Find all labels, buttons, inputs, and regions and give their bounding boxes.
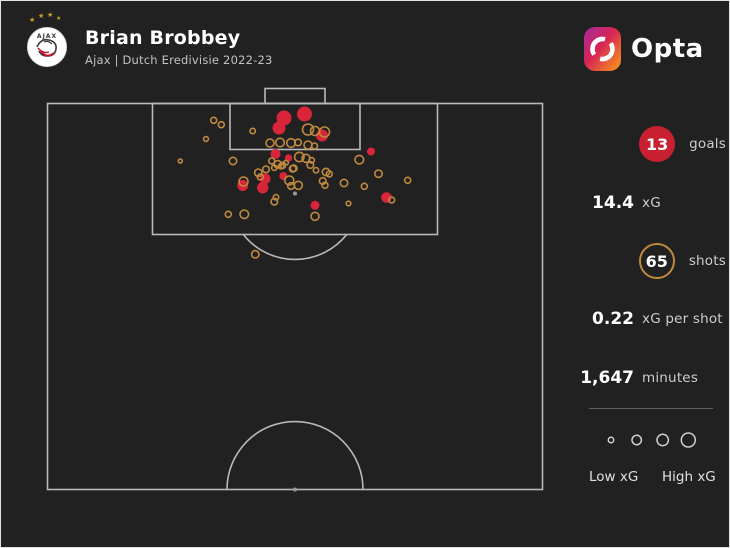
svg-text:★: ★ bbox=[47, 11, 53, 19]
legend-size-circle bbox=[631, 434, 643, 446]
xg-value: 14.4 bbox=[592, 193, 634, 213]
ajax-club-logo: ★ ★ ★ ★ AJAX bbox=[27, 11, 67, 67]
opta-logo-text: Opta bbox=[631, 34, 704, 64]
centre-spot bbox=[293, 487, 297, 492]
page-title: Brian Brobbey bbox=[85, 27, 241, 49]
shot-marker bbox=[250, 249, 260, 259]
goal-marker bbox=[367, 147, 375, 156]
penalty-area bbox=[151, 102, 439, 236]
shot-marker bbox=[277, 162, 285, 170]
shot-marker bbox=[318, 126, 331, 138]
shot-marker bbox=[217, 120, 226, 129]
goals-label: goals bbox=[689, 136, 726, 152]
pitch-lines bbox=[46, 87, 544, 492]
shot-marker bbox=[267, 157, 276, 165]
shot-marker bbox=[310, 211, 320, 222]
xg-size-legend bbox=[607, 432, 697, 448]
shot-marker bbox=[224, 210, 233, 219]
shot-marker bbox=[293, 180, 304, 191]
shot-marker bbox=[286, 181, 296, 191]
shots-label: shots bbox=[688, 253, 726, 269]
stat-row-xg-per-shot: 0.22 xG per shot bbox=[576, 299, 726, 339]
legend-high-label: High xG bbox=[662, 469, 716, 485]
shot-marker bbox=[238, 176, 249, 187]
stat-row-goals: 13 goals bbox=[576, 124, 726, 164]
stat-row-xg: 14.4 xG bbox=[576, 183, 726, 223]
goal-marker bbox=[257, 182, 269, 194]
svg-text:★: ★ bbox=[38, 12, 44, 20]
xg-per-shot-value: 0.22 bbox=[592, 309, 634, 329]
pitch-outline bbox=[46, 102, 544, 491]
shot-marker bbox=[177, 158, 184, 164]
shot-marker bbox=[312, 166, 320, 174]
xg-label: xG bbox=[642, 195, 661, 211]
svg-text:★: ★ bbox=[56, 15, 61, 22]
shot-marker bbox=[253, 168, 263, 178]
legend-low-label: Low xG bbox=[589, 469, 639, 485]
opta-brand: Opta bbox=[584, 27, 704, 71]
shot-marker bbox=[293, 151, 305, 163]
opta-logo-icon bbox=[584, 27, 621, 71]
svg-text:★: ★ bbox=[29, 16, 35, 24]
shot-marker bbox=[282, 159, 290, 166]
legend-divider bbox=[589, 408, 713, 409]
legend-size-circle bbox=[680, 432, 697, 448]
shot-marker bbox=[272, 193, 280, 201]
shot-markers bbox=[177, 106, 412, 259]
minutes-label: minutes bbox=[642, 370, 699, 386]
shot-marker bbox=[310, 142, 319, 150]
shot-marker bbox=[274, 137, 286, 148]
shot-marker bbox=[308, 156, 316, 164]
shot-marker bbox=[202, 135, 210, 143]
shot-marker bbox=[339, 178, 349, 188]
minutes-value: 1,647 bbox=[580, 368, 634, 388]
shot-marker bbox=[373, 169, 383, 179]
shot-marker bbox=[345, 200, 352, 207]
shot-marker bbox=[293, 138, 303, 147]
goal-marker bbox=[297, 106, 312, 122]
centre-circle-half bbox=[226, 420, 364, 490]
shot-marker bbox=[283, 175, 295, 186]
shot-marker bbox=[387, 196, 396, 204]
goal-marker bbox=[279, 172, 288, 180]
shot-marker bbox=[303, 140, 313, 150]
xg-per-shot-label: xG per shot bbox=[642, 311, 723, 327]
shots-badge: 65 bbox=[638, 243, 675, 279]
shot-marker bbox=[256, 173, 265, 181]
shot-marker bbox=[270, 164, 278, 172]
shot-marker bbox=[321, 181, 329, 190]
goal-marker bbox=[270, 149, 281, 159]
shot-marker bbox=[403, 176, 412, 185]
goals-badge: 13 bbox=[639, 126, 676, 162]
goal-marker bbox=[272, 121, 286, 135]
svg-text:AJAX: AJAX bbox=[37, 33, 57, 40]
shot-marker bbox=[325, 170, 334, 178]
legend-size-circle bbox=[607, 436, 615, 444]
shot-marker bbox=[270, 197, 279, 206]
header-text: Brian Brobbey Ajax | Dutch Eredivisie 20… bbox=[85, 27, 273, 67]
shot-marker bbox=[209, 116, 218, 125]
shot-marker bbox=[301, 123, 315, 136]
shot-marker bbox=[239, 209, 250, 220]
penalty-spot bbox=[293, 191, 297, 196]
stat-row-shots: 65 shots bbox=[576, 241, 726, 281]
legend-size-circle bbox=[656, 433, 670, 447]
penalty-arc bbox=[242, 234, 348, 261]
shot-marker bbox=[228, 156, 238, 166]
shot-marker bbox=[288, 164, 297, 173]
shot-marker bbox=[261, 165, 271, 174]
shot-marker bbox=[265, 138, 275, 148]
goal-marker bbox=[310, 200, 320, 210]
shot-marker bbox=[306, 160, 315, 170]
header: ★ ★ ★ ★ AJAX Brian Brobbey Ajax | Dutch … bbox=[19, 11, 273, 73]
shot-marker bbox=[249, 127, 257, 135]
shot-marker bbox=[360, 182, 369, 191]
page-subtitle: Ajax | Dutch Eredivisie 2022-23 bbox=[85, 53, 273, 67]
shot-marker bbox=[354, 154, 365, 165]
stat-row-minutes: 1,647 minutes bbox=[576, 358, 726, 398]
goal-frame bbox=[264, 87, 326, 105]
